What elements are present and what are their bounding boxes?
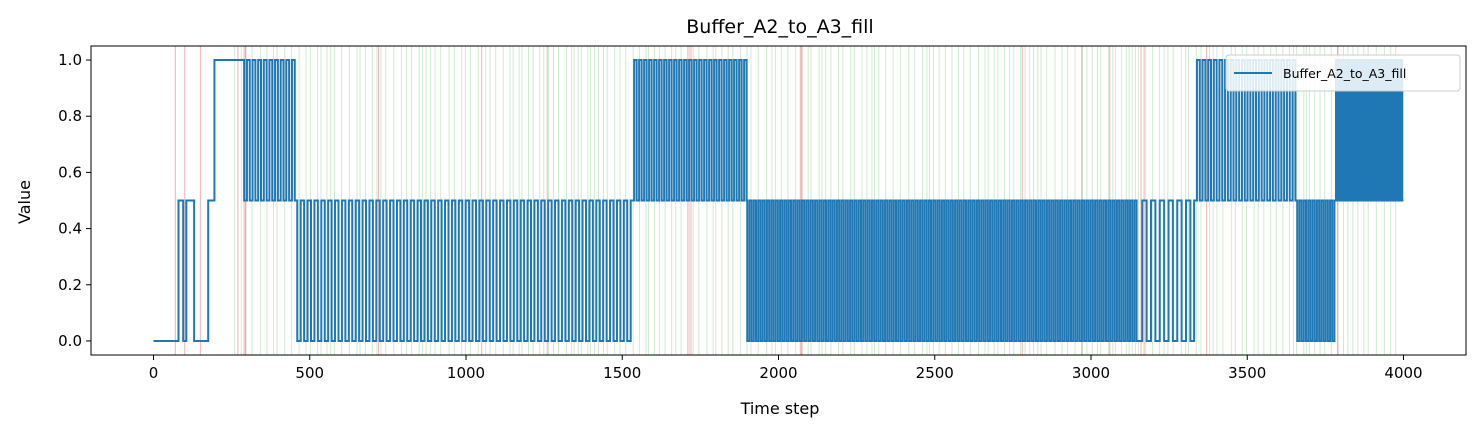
plot-area	[90, 45, 1467, 356]
x-tick-label: 500	[295, 364, 324, 382]
chart-title: Buffer_A2_to_A3_fill	[686, 16, 873, 38]
y-tick-label: 0.2	[58, 276, 82, 294]
x-tick-label: 3500	[1228, 364, 1266, 382]
y-tick-label: 0.8	[58, 107, 82, 125]
y-axis-label: Value	[15, 180, 34, 224]
series-layer	[153, 59, 1404, 342]
y-tick-label: 0.0	[58, 332, 82, 350]
series-line	[153, 59, 1404, 342]
y-tick-label: 0.4	[58, 220, 82, 238]
legend-box	[1225, 54, 1461, 92]
y-tick-label: 0.6	[58, 163, 82, 181]
x-tick-label: 2500	[916, 364, 954, 382]
x-tick-label: 2000	[759, 364, 797, 382]
x-axis: 0 500 1000 1500 2000 2500 3000 3500 4000	[149, 355, 1423, 382]
y-tick-label: 1.0	[58, 51, 82, 69]
x-tick-label: 1500	[603, 364, 641, 382]
y-axis: 0.0 0.2 0.4 0.6 0.8 1.0	[58, 51, 91, 350]
x-tick-label: 4000	[1384, 364, 1422, 382]
legend-entry-label: Buffer_A2_to_A3_fill	[1283, 66, 1406, 81]
x-axis-label: Time step	[740, 399, 820, 418]
x-tick-label: 0	[149, 364, 159, 382]
legend: Buffer_A2_to_A3_fill	[1225, 54, 1461, 92]
x-tick-label: 3000	[1072, 364, 1110, 382]
x-tick-label: 1000	[447, 364, 485, 382]
